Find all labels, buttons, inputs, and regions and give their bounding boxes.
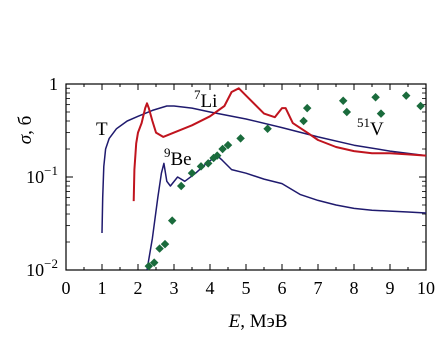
data-point [401,91,411,100]
series-51v-markers [144,91,425,271]
series-7li-line [132,87,427,202]
data-point [302,103,312,113]
y-tick-label: 10−1 [26,163,58,187]
data-point [263,124,272,134]
x-axis-label: E, МэВ [228,311,288,332]
data-point [196,162,206,171]
plot-border [65,83,427,271]
series-9be-line [146,154,427,271]
label-51v: 51V [357,115,384,140]
label-7li: 7Li [194,87,217,112]
data-point [176,181,186,191]
series-t-line [101,105,427,234]
label-t: T [96,119,108,140]
data-point [144,261,154,271]
x-tick-label: 10 [417,278,435,298]
x-tick-label: 6 [278,278,287,298]
x-axis-label-rest: , МэВ [240,311,287,332]
y-axis-label-rest: , б [15,116,36,135]
data-point [167,216,177,225]
x-tick-label: 2 [134,278,143,298]
y-axis-label-symbol: σ [15,134,36,144]
data-point [160,239,170,249]
x-axis-label-symbol: E [228,311,241,332]
data-point [223,140,233,150]
data-point [236,134,245,143]
x-tick-label: 9 [386,278,395,298]
data-point [203,159,213,168]
x-tick-label: 1 [98,278,107,298]
data-point [338,96,348,106]
label-9be: 9Be [164,145,192,170]
x-tick-label: 4 [206,278,215,298]
data-point [149,258,159,267]
series-layer [101,87,427,271]
data-point [299,116,308,126]
curve-labels: T 7Li 9Be 51V [96,87,384,170]
data-point [376,109,386,118]
x-tick-label: 3 [170,278,179,298]
y-axis-label: σ, б [15,116,36,145]
data-point [187,168,197,178]
data-point [416,101,425,111]
x-tick-label: 5 [242,278,251,298]
data-point [212,151,222,160]
data-point [342,107,352,117]
data-point [218,144,227,154]
x-tick-label: 7 [314,278,323,298]
y-tick-label: 1 [49,74,58,94]
data-point [155,244,164,253]
x-tick-label: 8 [350,278,359,298]
x-tick-label: 0 [62,278,71,298]
data-point [371,93,380,102]
plot-frame [65,83,427,271]
y-tick-label: 10−2 [26,256,58,280]
axis-ticks: 0 1 2 3 4 5 6 7 8 9 10 1 10−1 10−2 [26,74,435,298]
